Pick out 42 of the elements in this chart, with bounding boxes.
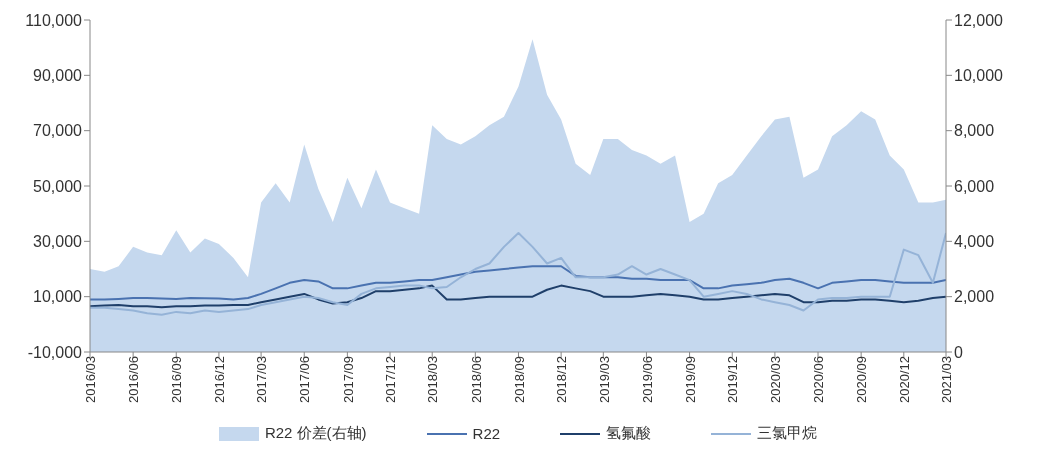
y2-tick-label: 6,000 — [954, 177, 995, 195]
x-tick-label: 2021/03 — [939, 356, 955, 403]
x-tick-label: 2018/03 — [425, 356, 441, 403]
x-tick-label: 2016/12 — [212, 356, 228, 403]
legend-label: 三氯甲烷 — [757, 424, 818, 443]
y-tick-label: 50,000 — [33, 177, 83, 195]
y2-tick-label: 8,000 — [954, 122, 995, 140]
legend-label: R22 — [472, 425, 501, 442]
y2-tick-label: 2,000 — [954, 288, 995, 306]
x-tick-label: 2017/12 — [383, 356, 399, 403]
line-series — [90, 265, 946, 301]
y-tick-label: 30,000 — [33, 233, 83, 251]
x-tick-label: 2017/06 — [297, 356, 313, 403]
y-tick-label: -10,000 — [27, 343, 83, 361]
y-tick-label: 10,000 — [33, 288, 83, 306]
legend-label: 氢氟酸 — [606, 424, 652, 443]
y-tick-label: 110,000 — [25, 11, 83, 29]
y2-tick-label: 0 — [954, 343, 963, 361]
y2-tick-label: 4,000 — [954, 233, 995, 251]
y-tick-label: 70,000 — [33, 122, 83, 140]
legend-label: R22 价差(右轴) — [264, 424, 367, 443]
x-tick-label: 2017/03 — [254, 356, 270, 403]
y2-tick-label: 10,000 — [954, 67, 1004, 85]
x-tick-label: 2018/09 — [511, 356, 527, 403]
x-tick-label: 2020/09 — [854, 356, 870, 403]
x-tick-label: 2016/03 — [83, 356, 99, 403]
x-tick-label: 2016/06 — [126, 356, 142, 403]
x-tick-label: 2019/06 — [639, 356, 655, 403]
x-tick-label: 2016/09 — [169, 356, 185, 403]
line-series — [90, 232, 946, 316]
x-tick-label: 2019/03 — [596, 356, 612, 403]
x-tick-label: 2019/09 — [682, 356, 698, 403]
x-tick-label: 2020/03 — [768, 356, 784, 403]
x-tick-label: 2018/12 — [554, 356, 570, 403]
x-tick-label: 2018/06 — [468, 356, 484, 403]
y-tick-label: 90,000 — [33, 67, 83, 85]
x-tick-label: 2020/12 — [897, 356, 913, 403]
y2-tick-label: 12,000 — [954, 11, 1004, 29]
x-tick-label: 2019/12 — [725, 356, 741, 403]
line-series — [90, 284, 946, 309]
x-tick-label: 2020/06 — [811, 356, 827, 403]
x-tick-label: 2017/09 — [340, 356, 356, 403]
